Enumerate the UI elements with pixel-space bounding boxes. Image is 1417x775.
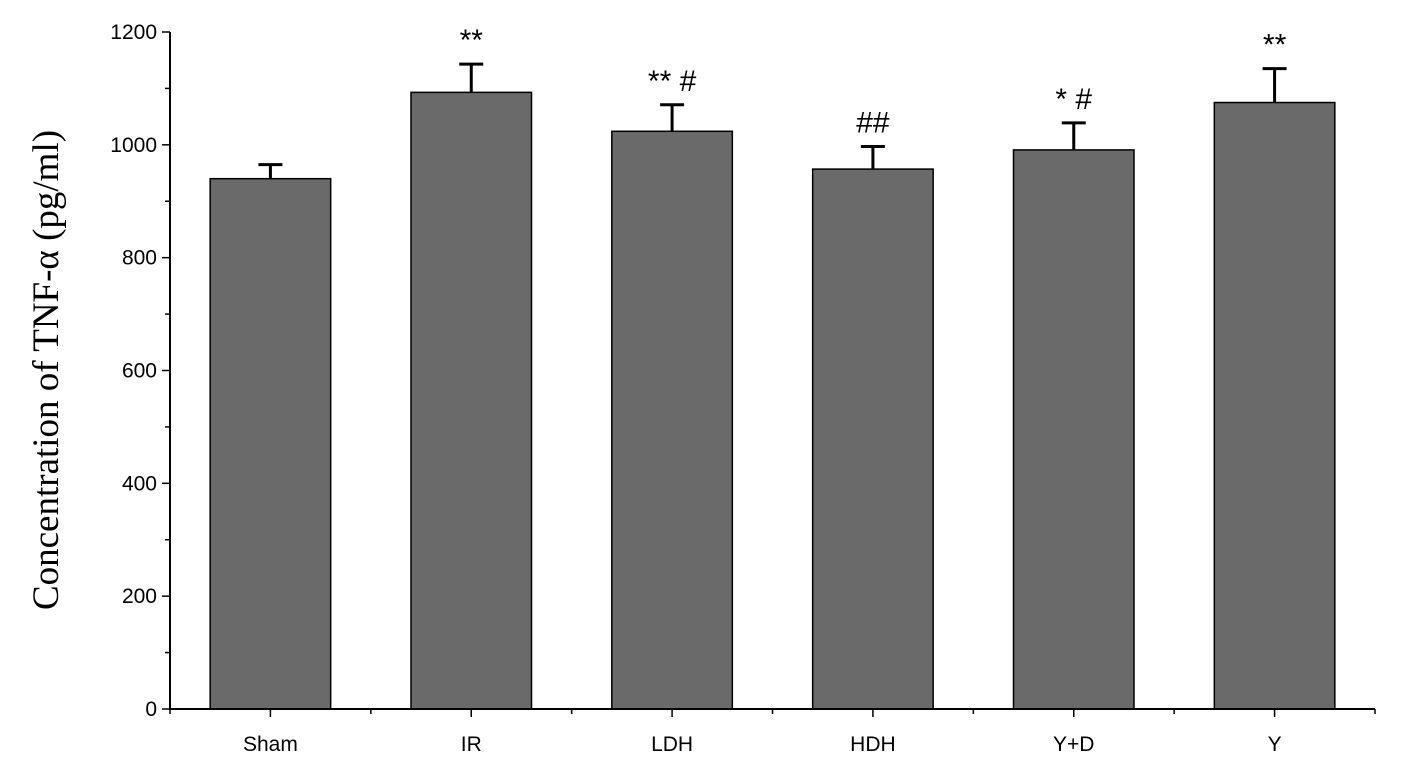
significance-label: ## [856,107,890,140]
bar-hdh [811,168,934,710]
significance-label: ** [460,24,484,57]
axes-layer [162,31,1376,717]
bar-ldh [611,130,734,710]
labels-layer: Sham ** IR ** # LDH ## HDH * # Y+D ** Y 0 200 400 600 8… [110,21,1286,756]
y-tick-label: 1200 [110,21,157,44]
bars-layer [209,91,1336,710]
significance-label: * # [1055,83,1092,116]
y-tick-label: 600 [122,360,157,383]
error-bars-layer [258,62,1287,179]
y-tick-label: 400 [122,472,157,495]
x-tick-label: IR [461,733,482,756]
x-tick-label: Sham [243,733,298,756]
y-tick-label: 0 [145,698,157,721]
significance-label: ** # [648,65,697,98]
y-tick-label: 800 [122,247,157,270]
bar-y [1213,101,1336,710]
bar-ir [410,91,533,710]
y-tick-label: 1000 [110,134,157,157]
x-tick-label: HDH [850,733,896,756]
x-tick-label: Y+D [1053,733,1094,756]
bar-y-d [1012,149,1135,710]
y-tick-label: 200 [122,585,157,608]
x-tick-label: LDH [651,733,693,756]
y-axis-title: Concentration of TNF-α (pg/ml) [26,130,67,610]
x-tick-label: Y [1268,733,1282,756]
bar-sham [209,177,332,710]
significance-label: ** [1263,29,1287,62]
